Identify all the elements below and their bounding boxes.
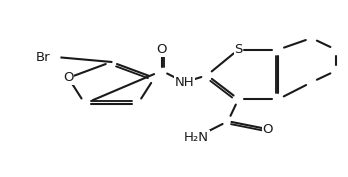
Text: O: O <box>157 43 167 56</box>
Text: H₂N: H₂N <box>184 131 209 144</box>
Text: O: O <box>63 71 73 84</box>
Text: O: O <box>263 123 273 136</box>
Text: NH: NH <box>175 76 194 89</box>
Text: S: S <box>234 43 243 56</box>
Text: Br: Br <box>36 51 50 64</box>
